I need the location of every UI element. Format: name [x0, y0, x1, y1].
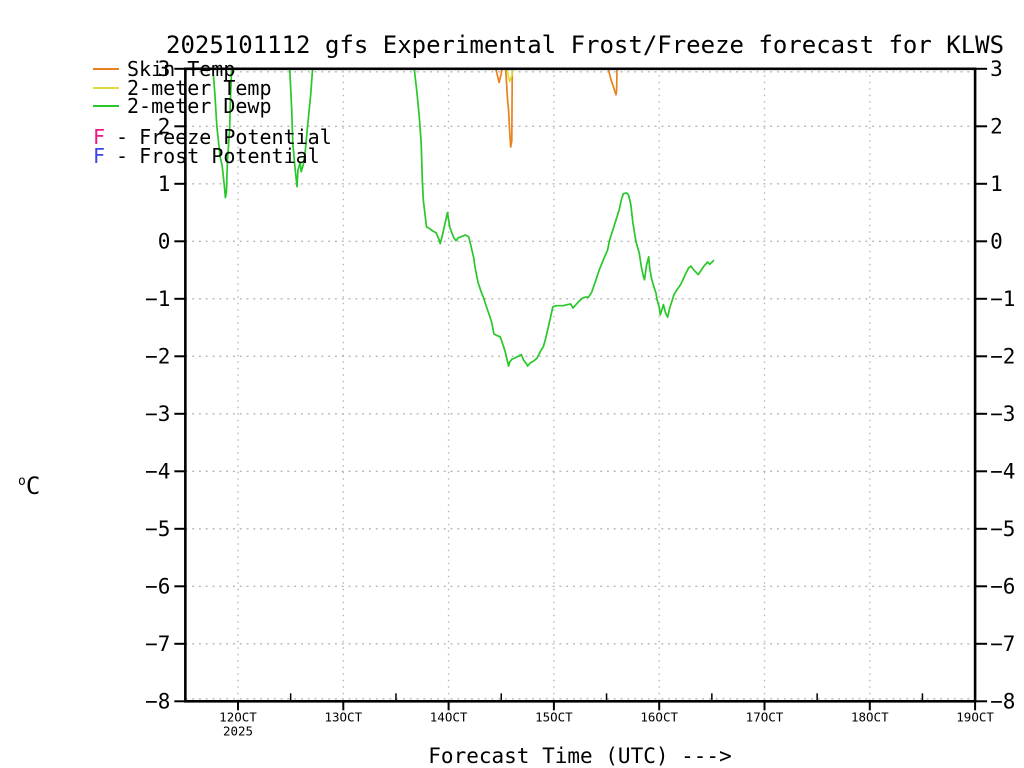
y-tick-label-left: −6	[145, 574, 170, 598]
legend-separator: -	[116, 143, 129, 168]
x-tick-label: 12OCT	[219, 709, 257, 724]
legend-label-skin-temp: Skin Temp	[127, 56, 236, 81]
y-tick-label-right: 2	[990, 114, 1003, 138]
legend-item-skin-temp: Skin Temp	[93, 56, 236, 81]
y-tick-label-left: −3	[145, 402, 170, 426]
skin-temp-line-swatch	[93, 67, 119, 70]
x-tick-label: 17OCT	[746, 709, 784, 724]
y-tick-label-right: −8	[990, 689, 1015, 713]
y-tick-label-right: 0	[990, 229, 1003, 253]
legend-separator: -	[116, 124, 129, 149]
y-tick-label-right: −3	[990, 402, 1015, 426]
plot-border	[184, 67, 977, 703]
y-axis-unit-label: oC	[18, 472, 40, 500]
y-tick-label-right: −5	[990, 517, 1015, 541]
frost-potential-marker: F	[93, 143, 106, 168]
legend-item-2m-dewp: 2-meter Dewp	[93, 93, 272, 118]
y-tick-label-left: −4	[145, 459, 170, 483]
legend-label-2m-dewp: 2-meter Dewp	[127, 93, 272, 118]
legend-item-2m-temp: 2-meter Temp	[93, 75, 272, 100]
degree-superscript: o	[18, 474, 26, 489]
y-tick-label-right: 3	[990, 57, 1003, 81]
series-line-skin-temp	[504, 68, 514, 148]
x-axis-label: Forecast Time (UTC) --->	[428, 744, 732, 768]
y-tick-label-right: −4	[990, 459, 1015, 483]
y-tick-label-left: −2	[145, 344, 170, 368]
series-line-skin-temp	[607, 68, 618, 96]
y-tick-label-left: −1	[145, 287, 170, 311]
two-meter-temp-line-swatch	[93, 86, 119, 89]
two-meter-dewp-line-swatch	[93, 104, 119, 107]
y-tick-label-left: 1	[158, 172, 171, 196]
y-tick-label-right: −1	[990, 287, 1015, 311]
legend-label-freeze-potential: Freeze Potential	[139, 124, 332, 149]
series-line-2-meter-dewp	[212, 68, 233, 199]
y-tick-label-right: −6	[990, 574, 1015, 598]
y-tick-label-right: −2	[990, 344, 1015, 368]
y-tick-label-right: 1	[990, 172, 1003, 196]
y-tick-label-left: −7	[145, 632, 170, 656]
x-tick-label: 15OCT	[535, 709, 573, 724]
x-tick-label: 19OCT	[956, 709, 994, 724]
x-tick-label: 16OCT	[640, 709, 678, 724]
y-tick-label-left: −8	[145, 689, 170, 713]
y-tick-label-left: 3	[158, 57, 171, 81]
series-line-skin-temp	[494, 68, 503, 84]
y-tick-label-left: 0	[158, 229, 171, 253]
legend-item-freeze-potential: F - Freeze Potential	[93, 124, 332, 149]
x-tick-label: 18OCT	[851, 709, 889, 724]
celsius-letter: C	[25, 472, 41, 500]
x-tick-label: 13OCT	[324, 709, 362, 724]
y-tick-label-left: 2	[158, 114, 171, 138]
freeze-potential-marker: F	[93, 124, 106, 149]
series-line-2-meter-temp	[506, 68, 514, 83]
chart-title: 2025101112 gfs Experimental Frost/Freeze…	[166, 31, 1005, 59]
x-axis-year-label: 2025	[223, 723, 253, 738]
x-tick-label: 14OCT	[430, 709, 468, 724]
series-line-2-meter-dewp	[413, 68, 715, 367]
legend-label-2m-temp: 2-meter Temp	[127, 75, 272, 100]
y-tick-label-left: −5	[145, 517, 170, 541]
legend-item-frost-potential: F - Frost Potential	[93, 143, 320, 168]
legend-label-frost-potential: Frost Potential	[139, 143, 320, 168]
y-tick-label-right: −7	[990, 632, 1015, 656]
series-line-2-meter-dewp	[288, 68, 314, 188]
